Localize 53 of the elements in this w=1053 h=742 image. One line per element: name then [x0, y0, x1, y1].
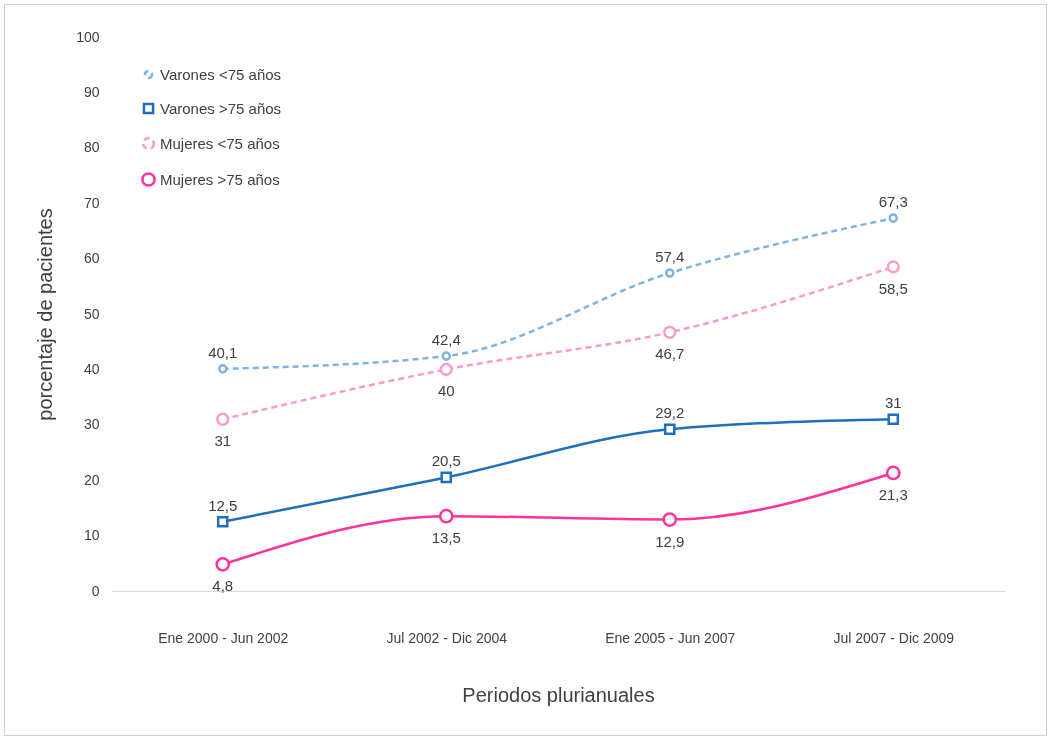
point [440, 471, 453, 484]
y-tick-label: 100 [76, 28, 100, 45]
x-axis-title: Periodos plurianuales [462, 683, 655, 706]
data-label: 57,4 [655, 248, 685, 265]
point [885, 465, 901, 481]
data-label: 46,7 [655, 345, 685, 363]
data-label: 40,1 [208, 343, 238, 361]
data-label: 12,5 [208, 496, 238, 514]
point [663, 325, 677, 339]
point [215, 557, 231, 572]
legend-label: Varones >75 años [160, 99, 282, 117]
data-label: 20,5 [431, 452, 461, 470]
data-label: 31 [214, 432, 232, 450]
y-tick-label: 90 [83, 83, 100, 100]
y-tick-label: 80 [83, 139, 100, 156]
data-label: 40 [437, 382, 455, 400]
data-label: 29,2 [655, 404, 685, 422]
x-tick-label: Jul 2002 - Dic 2004 [386, 629, 508, 646]
point [216, 515, 229, 528]
y-tick-label: 20 [83, 471, 100, 488]
y-tick-label: 50 [83, 305, 100, 322]
point [662, 512, 678, 527]
y-tick-label: 0 [91, 582, 100, 599]
data-label: 4,8 [212, 577, 234, 595]
point [217, 364, 228, 374]
point [439, 362, 453, 377]
point [216, 412, 230, 426]
y-tick-label: 70 [83, 194, 100, 211]
data-label: 67,3 [878, 193, 908, 211]
point [886, 260, 900, 274]
y-tick-label: 30 [83, 416, 100, 433]
point [663, 423, 676, 436]
legend-label: Mujeres <75 años [160, 134, 280, 152]
point [887, 413, 900, 426]
point [441, 351, 452, 361]
data-label: 58,5 [878, 279, 908, 297]
y-tick-label: 60 [83, 250, 100, 267]
y-axis-title: porcentaje de pacientes [34, 208, 57, 421]
x-tick-label: Ene 2000 - Jun 2002 [158, 629, 289, 646]
data-label: 31 [884, 394, 902, 412]
point [888, 213, 899, 223]
data-label: 42,4 [431, 331, 461, 349]
point [438, 508, 454, 524]
legend-label: Mujeres >75 años [160, 170, 280, 188]
y-tick-label: 10 [83, 527, 100, 544]
data-label: 13,5 [431, 529, 461, 547]
point [664, 268, 675, 278]
data-label: 21,3 [878, 486, 908, 503]
x-tick-label: Jul 2007 - Dic 2009 [833, 629, 955, 646]
data-label: 12,9 [655, 532, 685, 550]
legend-label: Varones <75 años [160, 65, 282, 83]
x-tick-label: Ene 2005 - Jun 2007 [605, 629, 736, 646]
y-tick-label: 40 [83, 360, 100, 377]
